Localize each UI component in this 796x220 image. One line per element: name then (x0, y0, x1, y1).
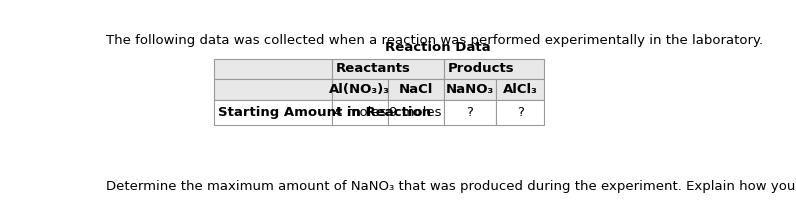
Bar (214, 100, 332, 125)
Bar (332, 100, 388, 125)
Text: Reaction Data: Reaction Data (385, 41, 491, 54)
Bar (496, 100, 544, 125)
Bar (388, 100, 443, 125)
Text: 4 moles: 4 moles (334, 106, 386, 119)
Text: NaNO₃: NaNO₃ (446, 83, 494, 96)
Text: AlCl₃: AlCl₃ (503, 83, 538, 96)
Text: 9 moles: 9 moles (389, 106, 442, 119)
Bar (443, 100, 496, 125)
Bar (388, 79, 443, 100)
Text: NaCl: NaCl (399, 83, 433, 96)
Bar (332, 79, 388, 100)
Bar (443, 79, 496, 100)
Bar (214, 59, 332, 79)
Bar (214, 79, 332, 100)
Text: Determine the maximum amount of NaNO₃ that was produced during the experiment. E: Determine the maximum amount of NaNO₃ th… (106, 180, 796, 193)
Text: ?: ? (466, 106, 474, 119)
Bar (332, 59, 443, 79)
Text: Products: Products (447, 62, 514, 75)
Text: Starting Amount in Reaction: Starting Amount in Reaction (218, 106, 431, 119)
Text: ?: ? (517, 106, 524, 119)
Text: Reactants: Reactants (336, 62, 411, 75)
Bar (443, 59, 544, 79)
Text: The following data was collected when a reaction was performed experimentally in: The following data was collected when a … (106, 34, 763, 47)
Bar (496, 79, 544, 100)
Text: Al(NO₃)₃: Al(NO₃)₃ (330, 83, 390, 96)
